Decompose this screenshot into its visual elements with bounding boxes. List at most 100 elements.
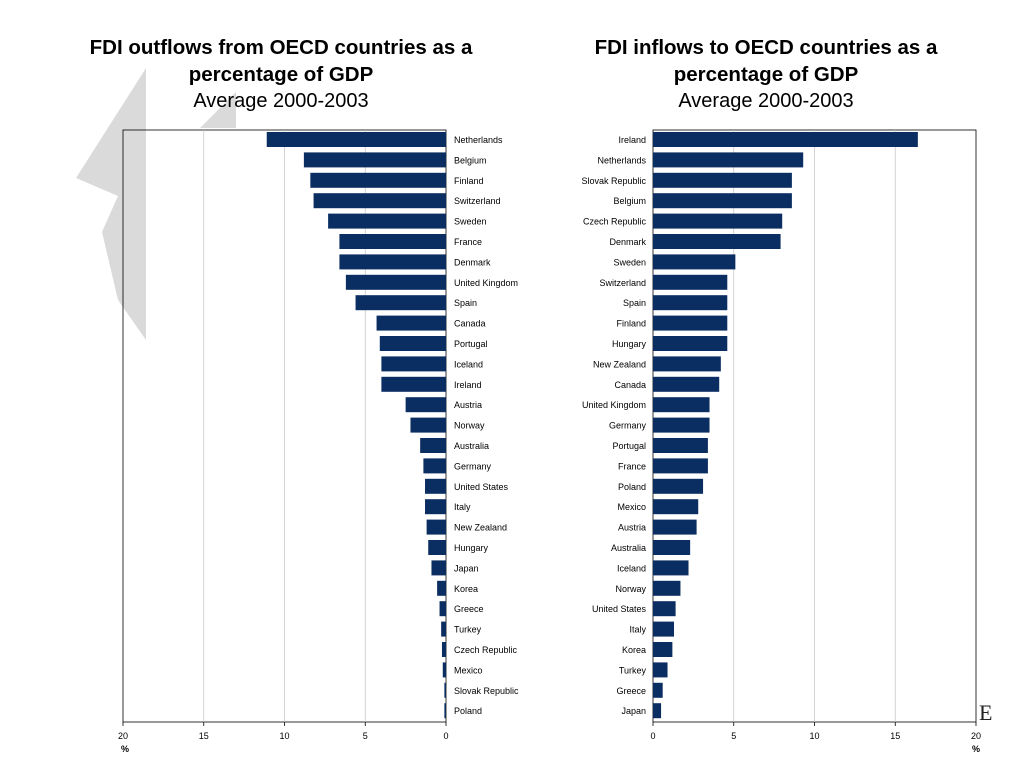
x-tick-label: 10 (279, 731, 289, 741)
bar (653, 172, 792, 188)
category-label: Belgium (454, 155, 487, 165)
category-label: Mexico (454, 665, 483, 675)
bar (653, 315, 728, 331)
chevron-shape (200, 92, 236, 128)
bar (410, 417, 446, 433)
category-label: Italy (454, 502, 471, 512)
bar (653, 580, 681, 596)
category-label: New Zealand (454, 523, 507, 533)
bar (653, 213, 783, 229)
category-label: New Zealand (593, 359, 646, 369)
bar (444, 682, 446, 698)
x-tick-label: 20 (971, 731, 981, 741)
bar (442, 662, 446, 678)
bar (653, 152, 804, 168)
bar (653, 458, 708, 474)
category-label: Poland (454, 706, 482, 716)
x-tick-label: 15 (199, 731, 209, 741)
bar (381, 356, 446, 372)
bar (653, 295, 728, 311)
category-label: Canada (614, 380, 646, 390)
x-axis-unit-label: % (972, 744, 980, 754)
category-label: Spain (623, 298, 646, 308)
bar (653, 234, 781, 249)
category-label: Ireland (618, 135, 646, 145)
category-label: Germany (454, 461, 492, 471)
bar (339, 254, 446, 270)
category-label: United Kingdom (454, 278, 518, 288)
bar (653, 397, 710, 413)
category-label: Slovak Republic (454, 686, 519, 696)
category-label: United States (454, 482, 509, 492)
bar (653, 621, 674, 637)
inflows-chart-title: FDI inflows to OECD countries as a perce… (594, 36, 938, 86)
category-label: Poland (618, 482, 646, 492)
category-label: Italy (629, 625, 646, 635)
category-label: Czech Republic (583, 217, 647, 227)
x-tick-label: 5 (363, 731, 368, 741)
bar (653, 193, 792, 209)
outflows-chart-title: FDI outflows from OECD countries as a pe… (89, 36, 473, 86)
x-tick-label: 5 (731, 731, 736, 741)
category-label: Denmark (454, 257, 491, 267)
category-label: Australia (611, 543, 646, 553)
category-label: Japan (621, 706, 646, 716)
inflows-chart-title-block: FDI inflows to OECD countries as a perce… (548, 34, 984, 115)
bar (345, 274, 446, 290)
category-label: Austria (618, 523, 646, 533)
x-tick-label: 20 (118, 731, 128, 741)
category-label: Sweden (454, 217, 487, 227)
bar (653, 132, 918, 147)
x-tick-label: 0 (650, 731, 655, 741)
bar (653, 519, 697, 535)
bar (426, 519, 446, 535)
bar (428, 540, 446, 555)
category-label: Greece (454, 604, 484, 614)
bar (441, 642, 446, 657)
category-label: Austria (454, 400, 482, 410)
outflows-chart-subtitle: Average 2000-2003 (193, 90, 369, 112)
category-label: Turkey (454, 625, 482, 635)
category-label: Spain (454, 298, 477, 308)
bar (653, 499, 699, 515)
bar (653, 601, 676, 617)
category-label: Japan (454, 563, 479, 573)
category-label: Canada (454, 319, 486, 329)
bar (310, 172, 446, 188)
bar (653, 642, 673, 657)
category-label: Finland (616, 319, 646, 329)
category-label: Korea (622, 645, 646, 655)
bar (355, 295, 446, 311)
bar (653, 254, 736, 270)
category-label: Iceland (617, 563, 646, 573)
category-label: France (454, 237, 482, 247)
bar (444, 703, 446, 719)
category-label: Norway (454, 421, 485, 431)
category-label: Portugal (612, 441, 646, 451)
bar (425, 499, 446, 515)
category-label: Australia (454, 441, 489, 451)
outflows-chart-title-block: FDI outflows from OECD countries as a pe… (40, 34, 522, 115)
category-label: Greece (616, 686, 646, 696)
bar (437, 580, 446, 596)
bar (653, 438, 708, 453)
category-label: Germany (609, 421, 647, 431)
bar (379, 336, 446, 351)
category-label: Norway (615, 584, 646, 594)
bar (266, 132, 446, 147)
category-label: Sweden (613, 257, 646, 267)
bar (653, 478, 704, 494)
bar (425, 478, 446, 494)
bar (339, 234, 446, 249)
category-label: Belgium (613, 196, 646, 206)
category-label: Hungary (454, 543, 489, 553)
bar (423, 458, 446, 474)
bar (653, 336, 728, 351)
x-tick-label: 0 (443, 731, 448, 741)
bar (653, 682, 663, 698)
x-axis-unit-label: % (121, 744, 129, 754)
bar (313, 193, 446, 209)
bar (653, 540, 691, 555)
